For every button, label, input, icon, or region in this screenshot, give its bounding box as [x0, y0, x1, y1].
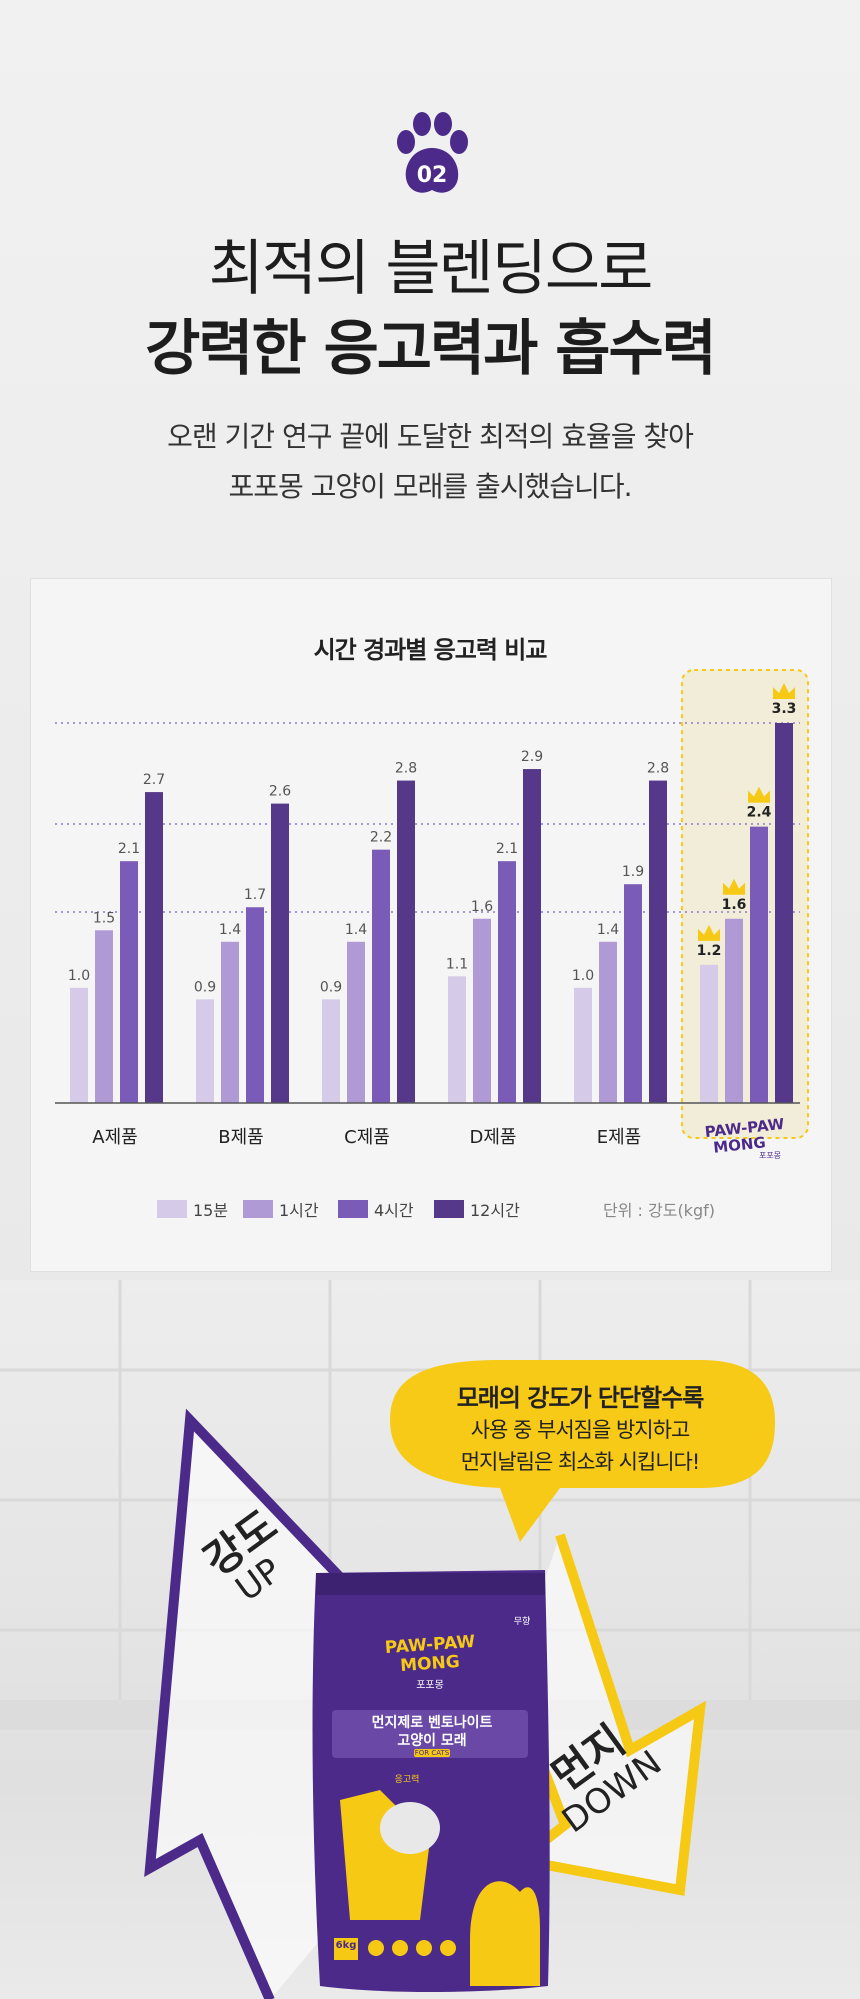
legend-swatch — [338, 1200, 368, 1218]
subtitle-line-2: 포포몽 고양이 모래를 출시했습니다. — [228, 470, 632, 503]
bar-value-label: 2.8 — [647, 761, 669, 777]
bar-value-label: 2.4 — [747, 805, 772, 821]
coagulation-bar-chart: 1.0 1.5 2.1 2.7 A제품 0.9 1.4 1.7 2.6 B제품 0.9 1.4 2.2 2… — [55, 669, 809, 1160]
bar-value-label: 2.8 — [395, 761, 417, 777]
legend-label: 12시간 — [470, 1201, 520, 1220]
legend-label: 1시간 — [279, 1201, 319, 1220]
dust-down-arrow-icon — [505, 1533, 707, 1896]
bar — [624, 884, 642, 1103]
package-badge: 무향 — [513, 1617, 531, 1627]
bar-value-label: 1.0 — [68, 968, 90, 984]
bar — [322, 999, 340, 1103]
brand-logo-line-2: MONG — [712, 1133, 766, 1156]
crown-icon — [723, 878, 745, 895]
bar — [70, 987, 88, 1103]
bar — [145, 792, 163, 1103]
bar — [196, 999, 214, 1103]
bar — [448, 976, 466, 1103]
bar — [473, 918, 491, 1103]
bar-value-label: 1.7 — [244, 887, 266, 903]
speech-bubble-icon — [390, 1360, 775, 1542]
bar-value-label: 2.9 — [521, 749, 543, 765]
category-label: B제품 — [218, 1127, 263, 1148]
illustration-layer — [144, 1360, 775, 1999]
bar-value-label: 1.0 — [572, 968, 594, 984]
paw-step-icon: 02 — [397, 112, 468, 193]
bar — [372, 849, 390, 1103]
bar — [725, 918, 743, 1103]
bar-value-label: 1.1 — [446, 956, 468, 972]
package-feature: 응고력 — [394, 1775, 420, 1785]
bar — [347, 941, 365, 1103]
legend-item-4hours: 4시간 — [338, 1197, 414, 1221]
bar — [750, 826, 768, 1103]
bar-value-label: 2.1 — [496, 841, 518, 857]
bubble-text-line-3: 먼지날림은 최소화 시킵니다! — [460, 1450, 701, 1474]
bar-value-label: 2.1 — [118, 841, 140, 857]
category-label: C제품 — [344, 1127, 390, 1148]
legend-label: 15분 — [193, 1201, 229, 1220]
package-product-line-2: 고양이 모래 — [397, 1733, 467, 1749]
package-for-cats: FOR CATS — [414, 1749, 450, 1757]
bar — [120, 861, 138, 1103]
bar-value-label: 3.3 — [772, 701, 797, 717]
bar-value-label: 1.4 — [345, 922, 367, 938]
title-line-1: 최적의 블렌딩으로 — [208, 234, 654, 304]
legend-swatch — [434, 1200, 464, 1218]
unit-label: 단위 : 강도(kgf) — [603, 1201, 715, 1220]
crown-icon — [748, 786, 770, 803]
bar-value-label: 1.2 — [697, 943, 722, 959]
bar-value-label: 2.2 — [370, 830, 392, 846]
bar-value-label: 0.9 — [320, 979, 342, 995]
bar — [599, 941, 617, 1103]
bar-value-label: 1.9 — [622, 864, 644, 880]
bar — [523, 769, 541, 1103]
bar-value-label: 1.4 — [597, 922, 619, 938]
bar — [246, 907, 264, 1103]
bubble-text-heading: 모래의 강도가 단단할수록 — [456, 1384, 705, 1412]
bar — [649, 780, 667, 1103]
bar-value-label: 1.5 — [93, 910, 115, 926]
step-number: 02 — [417, 163, 448, 188]
bar-value-label: 0.9 — [194, 979, 216, 995]
title-line-2: 강력한 응고력과 흡수력 — [145, 314, 717, 384]
subtitle-line-1: 오랜 기간 연구 끝에 도달한 최적의 효율을 찾아 — [167, 420, 694, 453]
legend-swatch — [243, 1200, 273, 1218]
bar — [775, 723, 793, 1103]
package-weight: 6kg — [335, 1940, 357, 1951]
brand-logo-sub: 포포몽 — [759, 1151, 781, 1160]
category-label: E제품 — [597, 1127, 642, 1148]
legend-label: 4시간 — [374, 1201, 414, 1220]
product-package-illustration — [312, 1570, 550, 1992]
bar — [574, 987, 592, 1103]
bar-value-label: 1.4 — [219, 922, 241, 938]
legend-item-15min: 15분 — [157, 1197, 228, 1221]
category-label: D제품 — [470, 1127, 517, 1148]
bar — [221, 941, 239, 1103]
legend-item-1hour: 1시간 — [243, 1197, 319, 1221]
bubble-text-line-2: 사용 중 부서짐을 방지하고 — [470, 1418, 691, 1442]
package-brand-sub: 포포몽 — [416, 1680, 444, 1691]
crown-icon — [773, 683, 795, 699]
bar-value-label: 1.6 — [471, 899, 493, 915]
bar-value-label: 1.6 — [722, 897, 747, 913]
bar — [271, 803, 289, 1103]
bar — [700, 964, 718, 1103]
bar — [95, 930, 113, 1103]
chart-title: 시간 경과별 응고력 비교 — [313, 636, 548, 664]
bar-value-label: 2.6 — [269, 784, 291, 800]
bar-value-label: 2.7 — [143, 772, 165, 788]
bar — [498, 861, 516, 1103]
legend-item-12hours: 12시간 — [434, 1197, 520, 1221]
crown-icon — [698, 924, 720, 941]
category-label: A제품 — [92, 1127, 137, 1148]
package-product-line-1: 먼지제로 벤토나이트 — [371, 1715, 493, 1731]
bar — [397, 780, 415, 1103]
legend-swatch — [157, 1200, 187, 1218]
